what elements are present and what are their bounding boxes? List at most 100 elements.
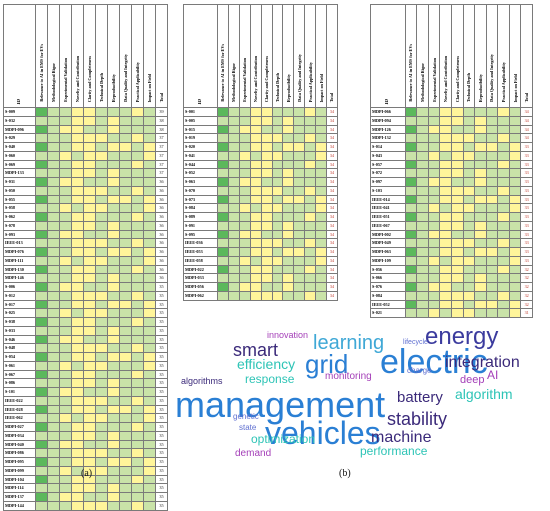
- score-cell: [142, 124, 156, 135]
- score-cell: [404, 229, 418, 240]
- score-cell: [35, 282, 49, 292]
- score-cell: [107, 430, 120, 441]
- score-cell: [304, 212, 317, 222]
- score-cell: [118, 255, 132, 266]
- score-cell: [249, 194, 262, 205]
- row-total: 36: [154, 194, 169, 205]
- score-cell: [95, 457, 108, 467]
- score-cell: [83, 334, 97, 345]
- score-cell: [450, 273, 464, 283]
- score-cell: [427, 238, 441, 248]
- score-cell: [462, 255, 476, 266]
- score-cell: [227, 124, 240, 135]
- score-cell: [71, 168, 85, 178]
- score-cell: [95, 220, 108, 231]
- score-cell: [71, 317, 85, 327]
- score-cell: [315, 273, 327, 283]
- score-cell: [404, 255, 418, 266]
- score-cell: [35, 439, 49, 450]
- score-cell: [71, 185, 85, 196]
- score-cell: [142, 430, 156, 441]
- score-cell: [439, 124, 452, 135]
- score-cell: [118, 142, 132, 152]
- row-total: 37: [154, 150, 169, 161]
- row-id: S-021: [370, 308, 406, 318]
- score-cell: [427, 273, 441, 283]
- score-cell: [59, 325, 73, 336]
- score-cell: [71, 439, 85, 450]
- table-row: IEEE-052 32: [370, 299, 533, 310]
- score-cell: [107, 124, 120, 135]
- score-cell: [130, 404, 144, 415]
- table-row: S-005 34: [182, 115, 339, 126]
- row-id: S-073: [182, 194, 219, 205]
- score-cell: [95, 474, 108, 485]
- score-cell: [130, 457, 144, 467]
- row-total: 34: [325, 247, 339, 257]
- score-cell: [271, 273, 284, 283]
- score-cell: [107, 194, 120, 205]
- row-total: 35: [154, 343, 169, 353]
- score-cell: [416, 150, 429, 161]
- score-cell: [416, 133, 429, 143]
- table-a: ID Relevance to AI in EMS for EVs Methodol…: [2, 4, 169, 511]
- row-total: 37: [154, 168, 169, 178]
- score-cell: [130, 299, 144, 310]
- score-cell: [118, 439, 132, 450]
- score-cell: [130, 220, 144, 231]
- score-cell: [95, 212, 108, 222]
- score-cell: [439, 255, 452, 266]
- row-total: 36: [154, 238, 169, 248]
- score-cell: [238, 107, 251, 117]
- score-cell: [497, 299, 510, 310]
- score-cell: [227, 159, 240, 170]
- score-cell: [95, 317, 108, 327]
- row-total: 32: [520, 264, 533, 275]
- score-cell: [238, 229, 251, 240]
- score-cell: [47, 404, 61, 415]
- score-cell: [450, 290, 464, 301]
- score-cell: [238, 142, 251, 152]
- score-cell: [118, 220, 132, 231]
- score-cell: [95, 492, 108, 502]
- score-cell: [404, 115, 418, 126]
- score-cell: [474, 133, 487, 143]
- score-cell: [59, 430, 73, 441]
- row-id: S-078: [2, 220, 37, 231]
- score-cell: [293, 264, 306, 275]
- score-cell: [271, 194, 284, 205]
- score-cell: [83, 194, 97, 205]
- score-cell: [293, 168, 306, 178]
- score-cell: [315, 115, 327, 126]
- score-cell: [474, 308, 487, 318]
- row-id: S-061: [2, 360, 37, 371]
- score-cell: [282, 168, 295, 178]
- score-cell: [282, 159, 295, 170]
- score-cell: [404, 264, 418, 275]
- score-cell: [142, 360, 156, 371]
- score-cell: [474, 115, 487, 126]
- score-cell: [130, 133, 144, 143]
- score-cell: [217, 107, 229, 117]
- row-total: 36: [154, 229, 169, 240]
- row-id: MDPI-104: [2, 474, 37, 485]
- score-cell: [71, 395, 85, 406]
- table-row: S-006 35: [2, 282, 169, 292]
- score-cell: [130, 360, 144, 371]
- column-header: Relevance to AI in EMS for EVs: [408, 44, 414, 102]
- score-cell: [450, 124, 464, 135]
- row-id: MDPI-062: [182, 290, 219, 301]
- score-cell: [35, 474, 49, 485]
- score-cell: [83, 124, 97, 135]
- score-cell: [142, 448, 156, 458]
- score-cell: [227, 115, 240, 126]
- score-cell: [227, 282, 240, 292]
- score-cell: [59, 387, 73, 397]
- row-id: MDPI-144: [2, 500, 37, 511]
- score-cell: [474, 264, 487, 275]
- score-cell: [474, 194, 487, 205]
- score-cell: [462, 203, 476, 213]
- row-total: 33: [520, 247, 533, 257]
- score-cell: [238, 159, 251, 170]
- score-cell: [107, 334, 120, 345]
